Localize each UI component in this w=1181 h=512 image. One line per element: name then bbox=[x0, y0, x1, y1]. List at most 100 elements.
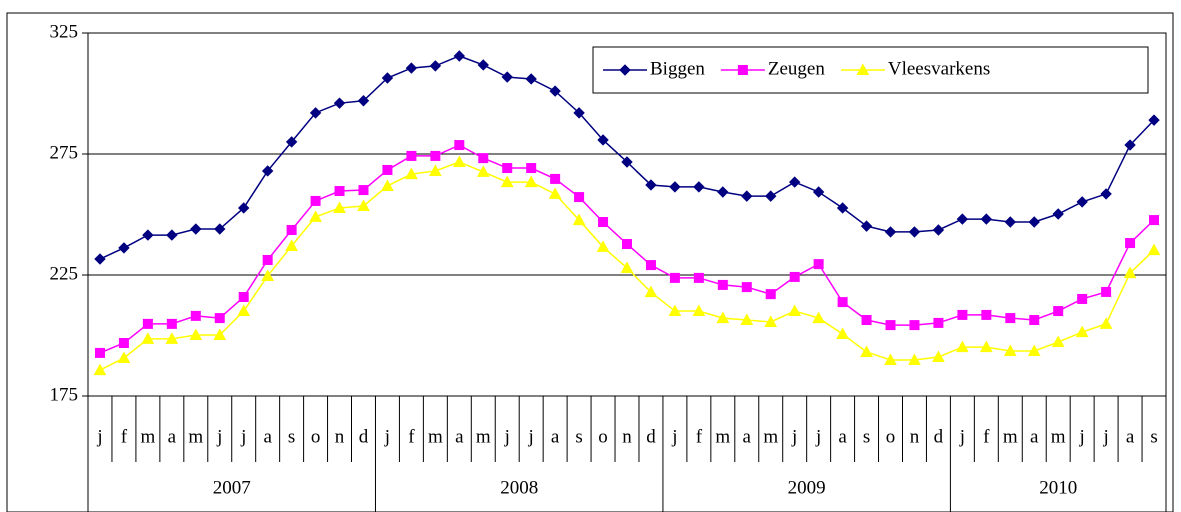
x-tick-label: m bbox=[715, 426, 730, 447]
marker bbox=[358, 185, 369, 196]
marker bbox=[621, 156, 633, 168]
marker bbox=[979, 340, 993, 353]
marker bbox=[118, 242, 130, 254]
x-tick-label: a bbox=[263, 426, 272, 447]
marker bbox=[429, 164, 442, 176]
marker bbox=[141, 332, 155, 344]
y-tick-label: 175 bbox=[50, 384, 79, 405]
marker bbox=[310, 195, 321, 206]
marker bbox=[1147, 243, 1161, 256]
marker bbox=[619, 64, 631, 76]
x-tick-label: d bbox=[359, 426, 369, 447]
marker bbox=[550, 173, 561, 184]
marker bbox=[262, 254, 273, 265]
marker bbox=[932, 350, 945, 363]
marker bbox=[574, 192, 585, 203]
x-tick-label: f bbox=[121, 426, 128, 447]
marker bbox=[741, 282, 752, 293]
chart-frame bbox=[6, 12, 1174, 512]
marker bbox=[357, 199, 370, 212]
marker bbox=[1005, 313, 1016, 324]
marker bbox=[741, 190, 753, 202]
group-label: 2007 bbox=[213, 477, 251, 498]
legend-label: Biggen bbox=[650, 58, 705, 79]
marker bbox=[957, 309, 968, 320]
marker bbox=[693, 272, 704, 283]
marker bbox=[524, 175, 538, 188]
marker bbox=[142, 318, 153, 329]
x-tick-label: a bbox=[743, 426, 752, 447]
marker bbox=[788, 176, 801, 188]
marker bbox=[1148, 114, 1160, 126]
marker bbox=[382, 164, 393, 175]
group-label: 2009 bbox=[788, 477, 826, 498]
x-tick-label: f bbox=[696, 426, 703, 447]
marker bbox=[884, 226, 897, 238]
marker bbox=[1004, 216, 1016, 228]
x-tick-label: n bbox=[910, 426, 920, 447]
marker bbox=[1028, 216, 1040, 228]
marker bbox=[309, 210, 322, 222]
marker bbox=[737, 65, 748, 75]
marker bbox=[598, 217, 609, 228]
marker bbox=[789, 271, 800, 282]
x-tick-label: o bbox=[598, 426, 608, 447]
marker bbox=[406, 150, 417, 161]
marker bbox=[549, 85, 561, 97]
marker bbox=[525, 73, 537, 85]
marker bbox=[190, 223, 202, 235]
marker bbox=[94, 347, 105, 358]
x-tick-label: n bbox=[335, 426, 345, 447]
group-label: 2008 bbox=[500, 477, 538, 498]
x-tick-label: a bbox=[1030, 426, 1039, 447]
marker bbox=[286, 224, 297, 235]
marker bbox=[885, 320, 896, 331]
marker bbox=[309, 107, 322, 119]
x-tick-label: s bbox=[863, 426, 870, 447]
marker bbox=[645, 260, 656, 271]
marker bbox=[1124, 139, 1136, 151]
x-tick-label: d bbox=[934, 426, 944, 447]
marker bbox=[1053, 306, 1064, 317]
y-tick-label: 225 bbox=[50, 263, 79, 284]
marker bbox=[981, 309, 992, 320]
marker bbox=[94, 253, 106, 265]
marker bbox=[908, 226, 921, 238]
marker bbox=[166, 229, 178, 241]
x-tick-label: m bbox=[476, 426, 491, 447]
marker bbox=[261, 165, 274, 177]
x-tick-label: j bbox=[1079, 426, 1085, 447]
marker bbox=[836, 202, 849, 214]
x-tick-label: m bbox=[188, 426, 203, 447]
marker bbox=[717, 279, 728, 290]
marker bbox=[980, 213, 993, 225]
marker bbox=[716, 311, 730, 324]
marker bbox=[1027, 344, 1041, 356]
x-tick-label: j bbox=[959, 426, 965, 447]
marker bbox=[1123, 266, 1137, 279]
marker bbox=[118, 338, 129, 349]
marker bbox=[333, 97, 346, 109]
marker bbox=[836, 327, 849, 340]
marker bbox=[1101, 286, 1112, 297]
marker bbox=[908, 353, 921, 365]
marker bbox=[453, 50, 466, 62]
marker bbox=[740, 313, 754, 326]
marker bbox=[669, 272, 680, 283]
x-tick-label: m bbox=[1003, 426, 1018, 447]
marker bbox=[860, 220, 873, 232]
marker bbox=[237, 304, 251, 317]
x-tick-label: j bbox=[384, 426, 390, 447]
x-tick-label: j bbox=[528, 426, 534, 447]
marker bbox=[430, 150, 441, 161]
x-tick-label: j bbox=[96, 426, 102, 447]
x-tick-label: s bbox=[288, 426, 295, 447]
marker bbox=[476, 165, 490, 177]
marker bbox=[502, 163, 513, 174]
marker bbox=[693, 181, 705, 193]
marker bbox=[596, 240, 610, 252]
x-tick-label: n bbox=[622, 426, 632, 447]
x-tick-label: j bbox=[1102, 426, 1108, 447]
marker bbox=[717, 186, 729, 198]
